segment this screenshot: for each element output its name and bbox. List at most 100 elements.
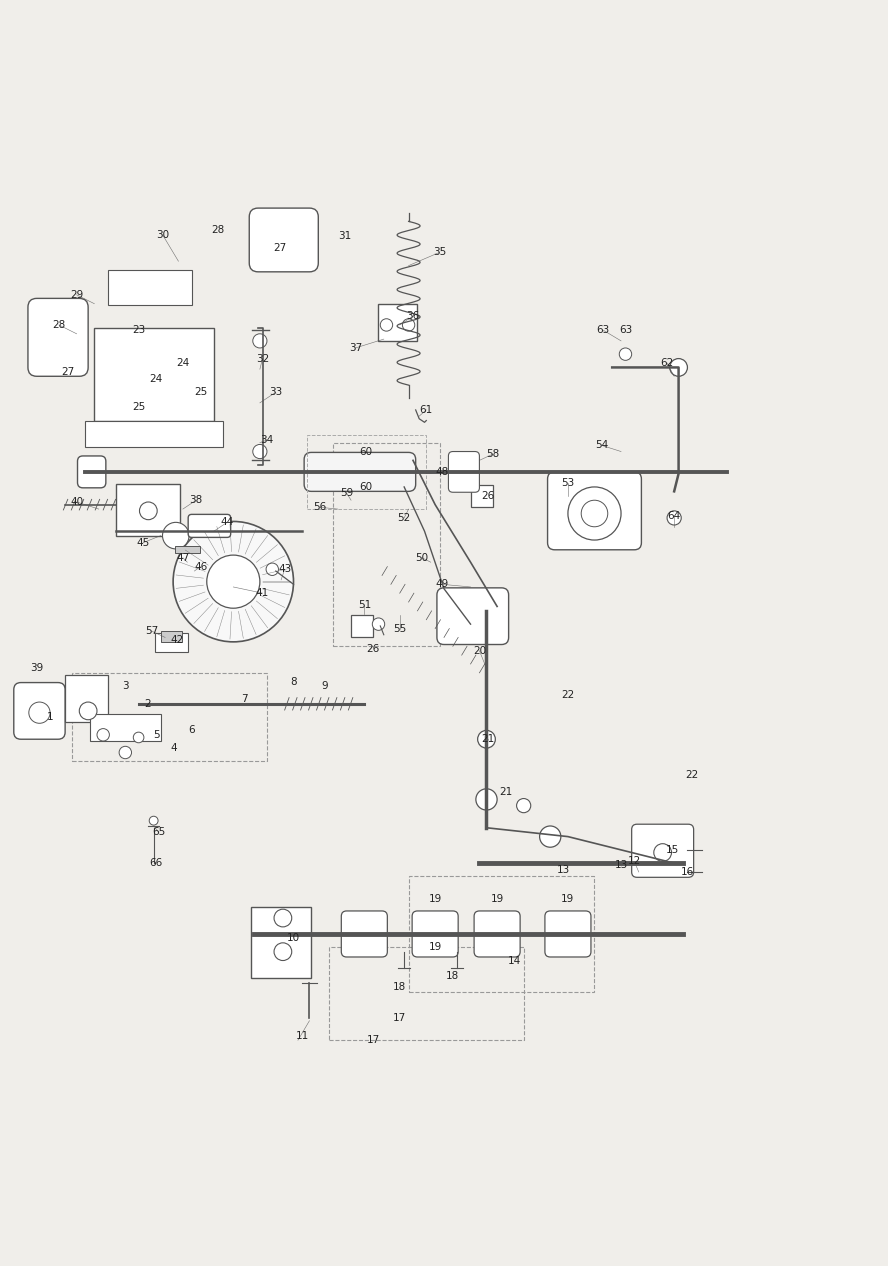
Circle shape bbox=[619, 348, 631, 361]
Circle shape bbox=[670, 358, 687, 376]
Bar bbox=[72, 672, 267, 761]
Text: 25: 25 bbox=[132, 403, 146, 413]
Circle shape bbox=[173, 522, 294, 642]
Text: 19: 19 bbox=[561, 894, 575, 904]
Circle shape bbox=[372, 618, 385, 630]
Text: 18: 18 bbox=[447, 971, 459, 981]
Circle shape bbox=[133, 732, 144, 743]
Text: 23: 23 bbox=[132, 325, 146, 335]
Circle shape bbox=[654, 843, 671, 861]
Bar bbox=[333, 443, 440, 646]
Bar bbox=[90, 714, 161, 741]
Bar bbox=[175, 546, 200, 553]
Text: 49: 49 bbox=[436, 580, 448, 589]
Text: 21: 21 bbox=[481, 734, 495, 744]
Text: 29: 29 bbox=[70, 290, 83, 300]
Text: 22: 22 bbox=[561, 690, 575, 700]
FancyBboxPatch shape bbox=[437, 587, 509, 644]
Bar bbox=[155, 633, 188, 652]
Text: 21: 21 bbox=[499, 787, 512, 798]
Text: 59: 59 bbox=[340, 489, 353, 498]
Text: 45: 45 bbox=[137, 538, 150, 548]
Text: 12: 12 bbox=[628, 856, 641, 866]
Text: 50: 50 bbox=[416, 553, 428, 563]
Text: 33: 33 bbox=[269, 387, 282, 398]
Circle shape bbox=[457, 603, 484, 629]
Text: 13: 13 bbox=[614, 860, 628, 870]
Text: 9: 9 bbox=[321, 681, 328, 691]
Text: 65: 65 bbox=[153, 827, 165, 837]
Text: 28: 28 bbox=[52, 320, 66, 330]
Bar bbox=[408, 876, 594, 991]
Circle shape bbox=[274, 943, 292, 961]
Text: 22: 22 bbox=[686, 770, 699, 780]
Circle shape bbox=[667, 511, 681, 525]
Circle shape bbox=[568, 487, 621, 541]
Bar bbox=[65, 676, 107, 722]
Text: 15: 15 bbox=[666, 844, 679, 855]
Text: 27: 27 bbox=[61, 367, 75, 377]
Text: 17: 17 bbox=[367, 1036, 380, 1046]
Text: 60: 60 bbox=[360, 447, 373, 457]
Text: 56: 56 bbox=[313, 503, 327, 513]
FancyBboxPatch shape bbox=[28, 299, 88, 376]
Text: 38: 38 bbox=[189, 495, 202, 505]
Text: 5: 5 bbox=[153, 729, 160, 739]
Bar bbox=[471, 485, 493, 508]
Circle shape bbox=[149, 817, 158, 825]
FancyBboxPatch shape bbox=[304, 452, 416, 491]
FancyBboxPatch shape bbox=[448, 452, 480, 492]
Text: 63: 63 bbox=[619, 325, 632, 335]
Text: 64: 64 bbox=[668, 511, 681, 522]
FancyBboxPatch shape bbox=[474, 912, 520, 957]
Text: 7: 7 bbox=[242, 694, 248, 704]
Text: 10: 10 bbox=[287, 933, 300, 943]
Circle shape bbox=[540, 825, 561, 847]
Bar bbox=[329, 947, 524, 1041]
Text: 34: 34 bbox=[260, 436, 274, 446]
Text: 43: 43 bbox=[278, 565, 291, 575]
Text: 19: 19 bbox=[429, 894, 441, 904]
Text: 60: 60 bbox=[360, 482, 373, 492]
FancyBboxPatch shape bbox=[250, 208, 318, 272]
Text: 62: 62 bbox=[661, 358, 674, 368]
Text: 16: 16 bbox=[681, 867, 694, 877]
Text: 11: 11 bbox=[296, 1031, 309, 1041]
Bar bbox=[377, 304, 417, 341]
FancyBboxPatch shape bbox=[631, 824, 694, 877]
Circle shape bbox=[380, 319, 392, 332]
Circle shape bbox=[517, 799, 531, 813]
Text: 26: 26 bbox=[481, 491, 495, 501]
FancyBboxPatch shape bbox=[341, 912, 387, 957]
Text: 41: 41 bbox=[256, 589, 269, 598]
Text: 46: 46 bbox=[194, 562, 207, 572]
Text: 30: 30 bbox=[156, 229, 169, 239]
Bar bbox=[85, 420, 223, 447]
Text: 4: 4 bbox=[170, 743, 178, 753]
Text: 31: 31 bbox=[338, 232, 352, 242]
Circle shape bbox=[478, 730, 496, 748]
Text: 58: 58 bbox=[486, 449, 499, 460]
Text: 32: 32 bbox=[256, 353, 269, 363]
Circle shape bbox=[274, 909, 292, 927]
Bar bbox=[94, 328, 214, 420]
Text: 19: 19 bbox=[429, 942, 441, 952]
Text: 57: 57 bbox=[146, 627, 158, 637]
Circle shape bbox=[97, 729, 109, 741]
Bar bbox=[107, 270, 192, 305]
Circle shape bbox=[253, 334, 267, 348]
Text: 48: 48 bbox=[436, 467, 448, 477]
Circle shape bbox=[163, 523, 189, 549]
Circle shape bbox=[253, 444, 267, 458]
Text: 17: 17 bbox=[393, 1013, 407, 1023]
Text: 1: 1 bbox=[47, 711, 53, 722]
Text: 44: 44 bbox=[220, 518, 234, 528]
Text: 40: 40 bbox=[70, 498, 83, 506]
Text: 39: 39 bbox=[30, 663, 44, 674]
Text: 24: 24 bbox=[150, 373, 163, 384]
Text: 20: 20 bbox=[472, 646, 486, 656]
Text: 55: 55 bbox=[393, 624, 407, 633]
Bar bbox=[351, 615, 373, 637]
Text: 36: 36 bbox=[407, 311, 420, 322]
Bar bbox=[251, 908, 311, 979]
